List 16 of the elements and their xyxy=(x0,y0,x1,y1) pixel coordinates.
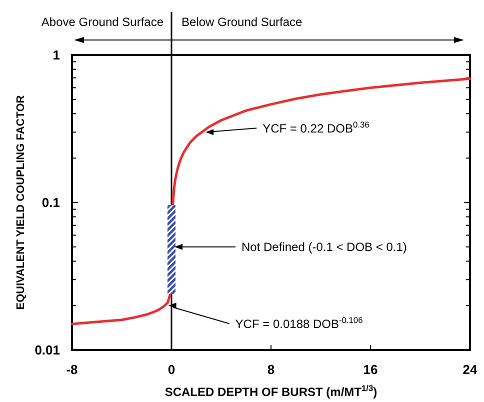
line-series xyxy=(171,78,472,206)
text: Below Ground Surface xyxy=(182,15,303,29)
x-tick-label: -8 xyxy=(66,362,78,377)
y-tick-label: 0.01 xyxy=(34,342,60,358)
annotation: YCF = 0.22 DOB$^{0.36}$ xyxy=(262,119,370,136)
x-axis-title: SCALED DEPTH OF BURST (m/MT$^{1/3}$) xyxy=(164,383,378,399)
y-tick-label: 0.1 xyxy=(42,195,60,210)
text: Above Ground Surface xyxy=(41,15,164,29)
annotation: YCF = 0.0188 DOB$^{-0.106}$ xyxy=(235,314,364,331)
x-tick-label: 24 xyxy=(462,362,478,377)
x-tick-label: 16 xyxy=(363,362,378,377)
x-tick-label: 0 xyxy=(168,362,176,377)
y-tick-label: 1 xyxy=(52,48,60,63)
annotation: Not Defined (-0.1 < DOB < 0.1) xyxy=(242,240,407,254)
y-axis-title: EQUIVALENT YIELD COUPLING FACTOR xyxy=(15,95,27,310)
x-tick-label: 8 xyxy=(267,362,275,377)
